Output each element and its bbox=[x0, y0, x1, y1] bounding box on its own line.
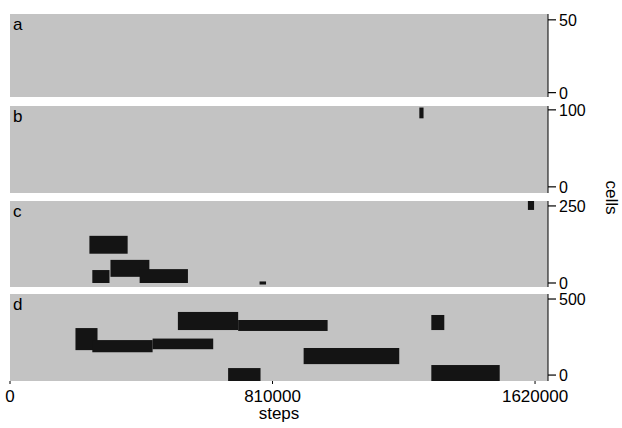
panel-label: b bbox=[13, 107, 22, 126]
blob bbox=[140, 269, 188, 283]
x-tick bbox=[535, 381, 536, 384]
plot-background bbox=[10, 14, 548, 97]
y-tick-label: 0 bbox=[559, 85, 568, 102]
blob bbox=[528, 201, 534, 210]
y-tick-label: 500 bbox=[559, 291, 586, 308]
y-tick bbox=[548, 282, 556, 283]
x-tick-label: 0 bbox=[5, 387, 14, 406]
panel: 0 250 c bbox=[10, 198, 586, 292]
blob bbox=[153, 339, 214, 350]
panel: 0500d08100001620000steps bbox=[5, 291, 586, 423]
blob bbox=[238, 320, 327, 331]
blob bbox=[92, 340, 152, 352]
blob bbox=[419, 108, 423, 119]
y-tick-label: 100 bbox=[559, 102, 586, 119]
y-axis bbox=[548, 201, 549, 287]
blob bbox=[304, 348, 400, 364]
y-axis-title: cells bbox=[602, 180, 621, 214]
panel-label: a bbox=[13, 15, 23, 34]
blob bbox=[260, 281, 266, 284]
panel: 0 100 b bbox=[10, 102, 586, 196]
x-tick bbox=[272, 381, 273, 384]
figure: 050acells0100b0250c0500d08100001620000st… bbox=[0, 0, 622, 428]
y-axis bbox=[548, 294, 549, 381]
blob bbox=[178, 312, 238, 330]
blob bbox=[431, 315, 444, 330]
y-tick-label: 0 bbox=[559, 179, 568, 196]
y-tick bbox=[548, 205, 556, 206]
panel-label: d bbox=[13, 295, 22, 314]
y-tick bbox=[548, 374, 556, 375]
y-axis bbox=[548, 106, 549, 193]
y-tick bbox=[548, 298, 556, 299]
plot-background bbox=[10, 201, 548, 287]
y-tick bbox=[548, 109, 556, 110]
panel-label: c bbox=[13, 202, 22, 221]
y-tick bbox=[548, 19, 556, 20]
x-tick-label: 1620000 bbox=[502, 387, 568, 406]
plot-background bbox=[10, 106, 548, 193]
marks bbox=[75, 312, 499, 381]
panel: 0 50 a bbox=[10, 12, 577, 102]
y-tick-label: 0 bbox=[559, 275, 568, 292]
blob bbox=[89, 236, 127, 254]
y-tick bbox=[548, 186, 556, 187]
blob bbox=[228, 368, 260, 381]
y-tick bbox=[548, 92, 556, 93]
blob bbox=[92, 270, 109, 283]
y-axis bbox=[548, 14, 549, 97]
blob bbox=[431, 365, 499, 381]
x-tick bbox=[10, 381, 11, 384]
x-axis-title: steps bbox=[259, 404, 300, 423]
marks bbox=[89, 201, 534, 285]
y-tick-label: 0 bbox=[559, 367, 568, 384]
marks bbox=[419, 108, 423, 119]
plot-background bbox=[10, 294, 548, 381]
y-tick-label: 250 bbox=[559, 198, 586, 215]
y-tick-label: 50 bbox=[559, 12, 577, 29]
